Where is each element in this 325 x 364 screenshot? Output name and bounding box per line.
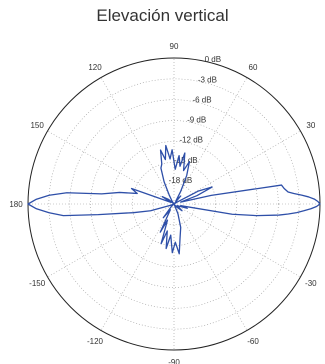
- db-tick-label: -12 dB: [179, 136, 203, 145]
- grid-spoke: [47, 203, 175, 278]
- db-tick-label: -6 dB: [192, 95, 211, 104]
- db-tick-label: 0 dB: [205, 55, 221, 64]
- grid-ring: [90, 120, 258, 288]
- angle-tick-label: -150: [29, 279, 46, 288]
- angle-tick-label: 150: [30, 121, 44, 130]
- grid-ring: [152, 182, 196, 226]
- angle-tick-label: 120: [88, 63, 102, 72]
- db-tick-label: -3 dB: [198, 75, 217, 84]
- grid-spoke: [100, 203, 175, 331]
- angle-tick-label: -60: [247, 337, 259, 346]
- angle-tick-label: -30: [305, 279, 317, 288]
- grid-ring: [48, 78, 300, 330]
- db-tick-label: -9 dB: [187, 116, 206, 125]
- angle-tick-label: 90: [170, 42, 179, 51]
- angle-tick-label: 180: [9, 200, 23, 209]
- angle-tick-label: -90: [168, 358, 180, 364]
- db-tick-label: -18 dB: [169, 176, 193, 185]
- data-layer: [27, 144, 321, 255]
- db-tick-label: -15 dB: [174, 156, 198, 165]
- angle-tick-label: 30: [306, 121, 315, 130]
- grid-ring: [111, 141, 237, 267]
- grid-spoke: [173, 203, 248, 331]
- grid-spoke: [173, 203, 301, 278]
- angle-tick-label: 60: [249, 63, 258, 72]
- grid-spoke: [173, 130, 301, 205]
- angle-tick-label: -120: [87, 337, 104, 346]
- grid-ring: [69, 99, 279, 309]
- grid-spoke: [47, 130, 175, 205]
- grid-spoke: [173, 77, 248, 205]
- grid-ring: [131, 161, 217, 247]
- series-line: [27, 144, 321, 255]
- chart-title: Elevación vertical: [96, 6, 229, 25]
- grid-spoke: [100, 77, 175, 205]
